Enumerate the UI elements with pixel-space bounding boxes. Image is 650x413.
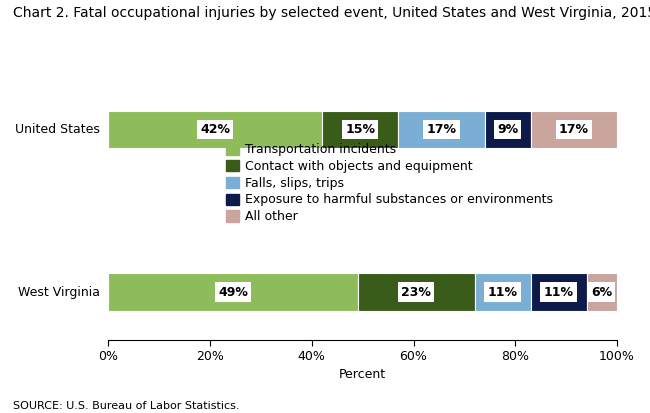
Bar — [398, 111, 485, 148]
Text: 11%: 11% — [543, 285, 573, 299]
Bar — [358, 273, 474, 311]
Text: 9%: 9% — [497, 123, 518, 136]
Bar — [108, 111, 322, 148]
Text: 15%: 15% — [345, 123, 375, 136]
Text: 17%: 17% — [559, 123, 589, 136]
Text: 42%: 42% — [200, 123, 230, 136]
X-axis label: Percent: Percent — [339, 368, 386, 382]
Legend: Transportation incidents, Contact with objects and equipment, Falls, slips, trip: Transportation incidents, Contact with o… — [226, 143, 553, 223]
Text: 11%: 11% — [488, 285, 517, 299]
Bar — [530, 111, 617, 148]
Text: SOURCE: U.S. Bureau of Labor Statistics.: SOURCE: U.S. Bureau of Labor Statistics. — [13, 401, 239, 411]
Bar — [474, 273, 530, 311]
Bar — [530, 273, 586, 311]
Text: Chart 2. Fatal occupational injuries by selected event, United States and West V: Chart 2. Fatal occupational injuries by … — [13, 6, 650, 20]
Bar — [108, 273, 358, 311]
Text: 23%: 23% — [401, 285, 431, 299]
Text: 6%: 6% — [592, 285, 612, 299]
Bar — [586, 273, 617, 311]
Bar — [485, 111, 530, 148]
Text: 49%: 49% — [218, 285, 248, 299]
Bar — [322, 111, 398, 148]
Text: 17%: 17% — [426, 123, 456, 136]
